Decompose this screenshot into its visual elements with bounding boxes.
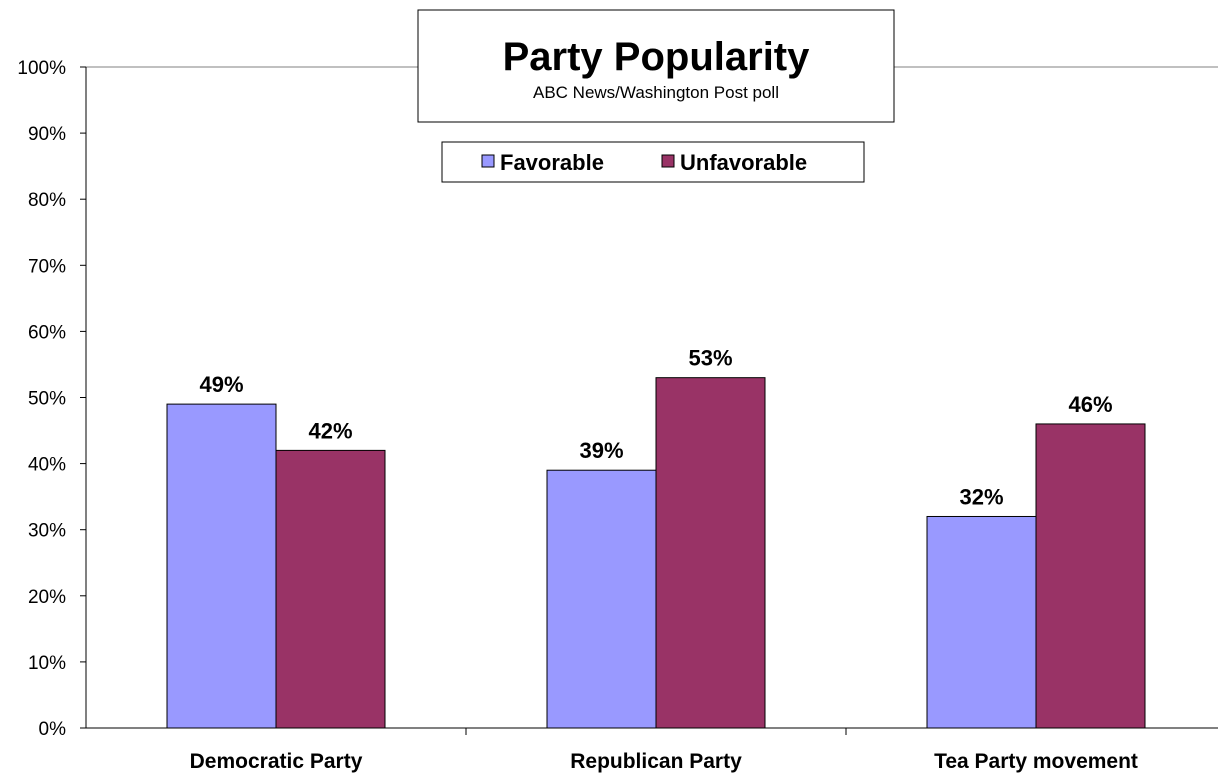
y-tick-label: 50% — [28, 389, 66, 410]
y-tick-label: 30% — [28, 521, 66, 542]
data-label: 53% — [688, 346, 732, 371]
bar-unfavorable — [655, 377, 766, 729]
y-tick-label: 90% — [28, 124, 66, 145]
bars — [166, 377, 1146, 729]
axes — [80, 66, 1218, 735]
data-label: 46% — [1068, 392, 1112, 417]
bar-unfavorable — [275, 449, 386, 729]
x-category-label: Republican Party — [570, 750, 742, 773]
y-tick-label: 10% — [28, 653, 66, 674]
y-tick-label: 60% — [28, 322, 66, 343]
y-tick-labels: 0% 10% 20% 30% 40% 50% 60% 70% 80% 90% 100% — [17, 58, 66, 740]
legend-frame — [441, 141, 865, 183]
legend-swatch-favorable — [481, 154, 495, 168]
legend-swatch-unfavorable — [661, 154, 675, 168]
y-tick-label: 70% — [28, 256, 66, 277]
bar-favorable — [166, 403, 277, 729]
data-label: 42% — [308, 418, 352, 443]
title-box-frame — [417, 9, 895, 123]
x-category-labels: Democratic Party Republican Party Tea Part… — [190, 750, 1138, 773]
chart-title: Party Popularity — [503, 35, 811, 79]
y-tick-label: 0% — [39, 719, 67, 740]
bar-favorable — [926, 515, 1037, 729]
data-label: 32% — [959, 484, 1003, 509]
bar-unfavorable — [1035, 423, 1146, 729]
y-tick-label: 100% — [17, 58, 66, 79]
y-tick-label: 40% — [28, 455, 66, 476]
y-tick-label: 20% — [28, 587, 66, 608]
legend-label-unfavorable: Unfavorable — [680, 150, 807, 175]
title-box: Party Popularity ABC News/Washington Pos… — [417, 9, 895, 123]
chart-subtitle: ABC News/Washington Post poll — [533, 83, 779, 102]
bar-favorable — [546, 469, 657, 729]
y-tick-label: 80% — [28, 190, 66, 211]
legend: Favorable Unfavorable — [441, 141, 865, 183]
x-category-label: Democratic Party — [190, 750, 363, 773]
data-labels: 49% 42% 39% 53% 32% 46% — [199, 346, 1112, 510]
data-label: 39% — [579, 438, 623, 463]
legend-label-favorable: Favorable — [500, 150, 604, 175]
data-label: 49% — [199, 372, 243, 397]
x-category-label: Tea Party movement — [934, 750, 1138, 773]
